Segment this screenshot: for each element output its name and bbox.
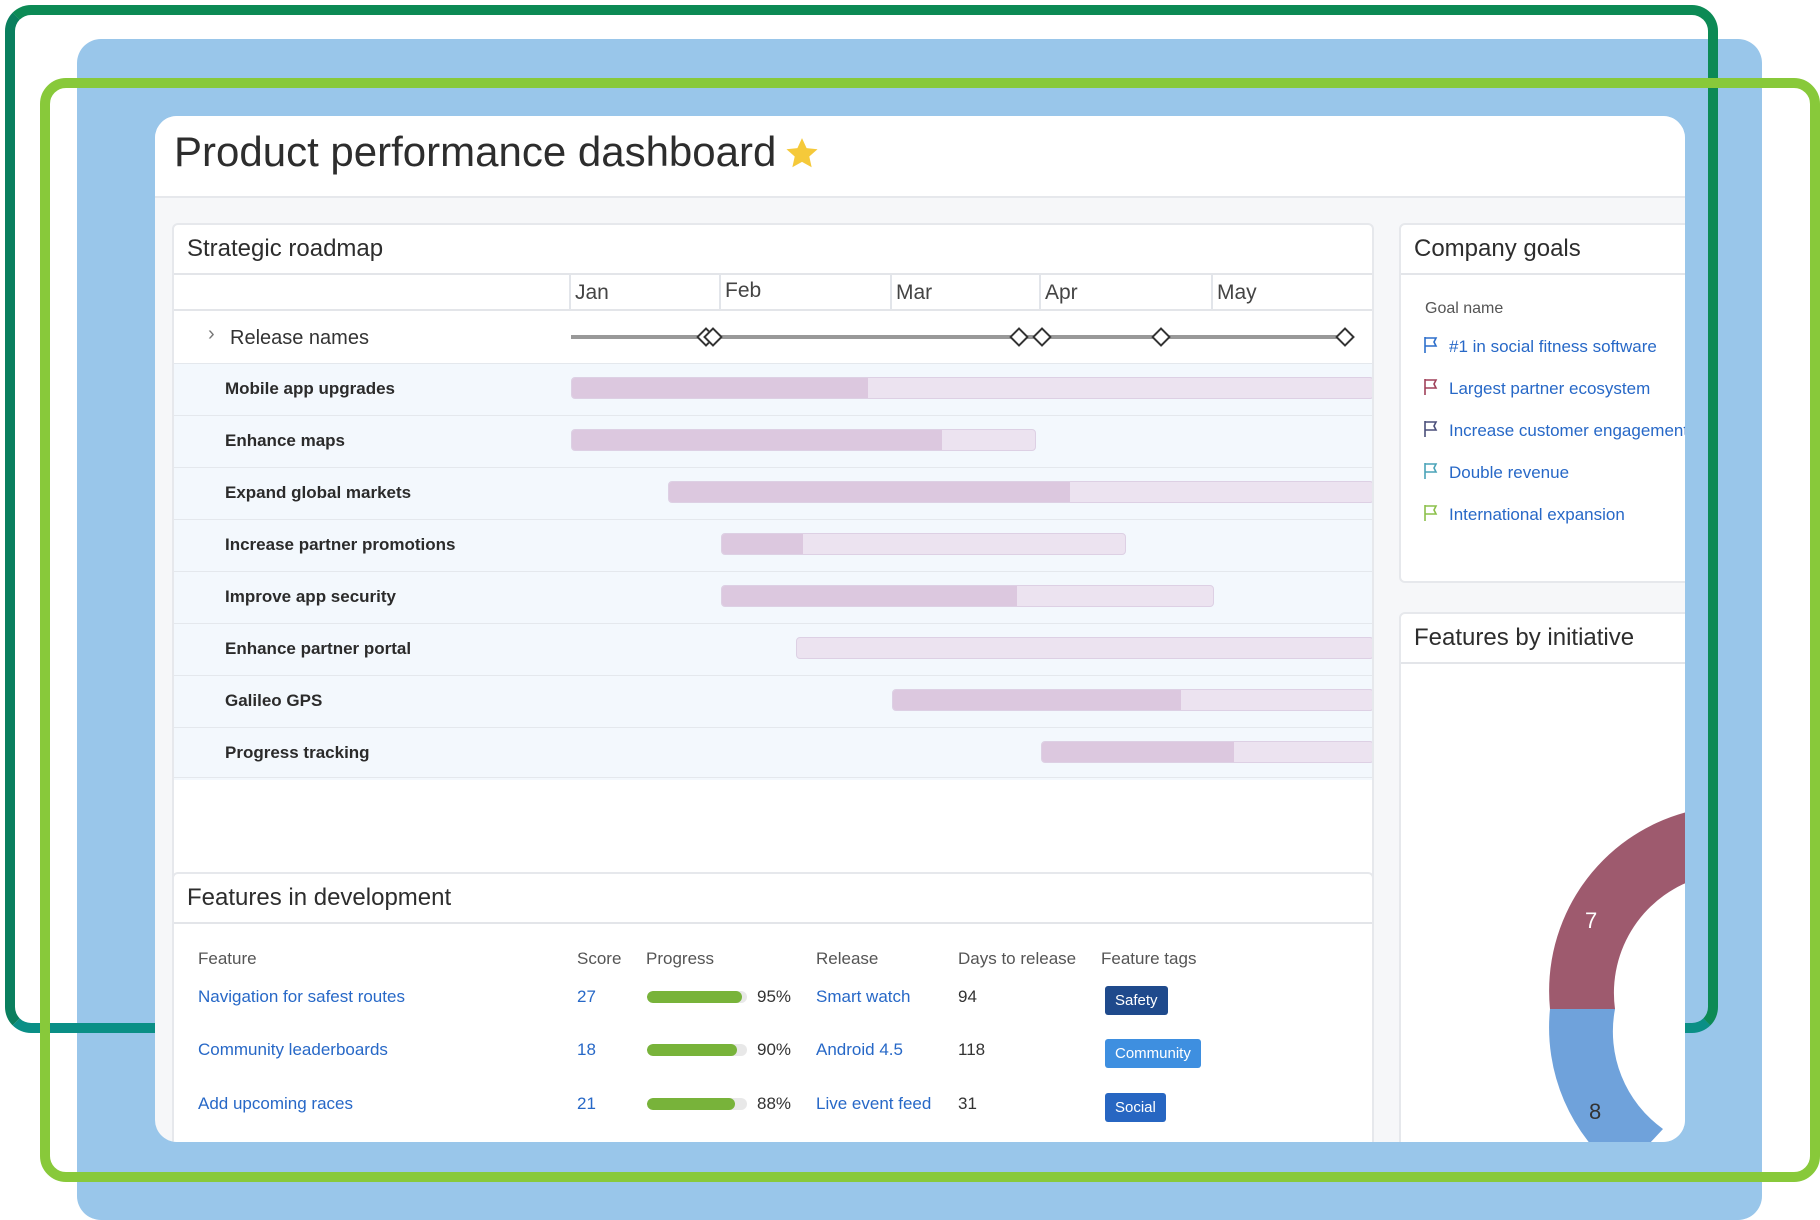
page-title: Product performance dashboard: [174, 128, 777, 175]
divider: [174, 777, 1372, 778]
column-header: Score: [577, 949, 622, 968]
goal-item[interactable]: #1 in social fitness software: [1423, 336, 1657, 357]
roadmap-title: Strategic roadmap: [187, 235, 384, 262]
segment-label: 8: [1589, 1099, 1601, 1124]
roadmap-rows: Mobile app upgrades Enhance maps Expand …: [174, 363, 1372, 780]
goal-label: Increase customer engagement: [1449, 421, 1685, 440]
column-header: Progress: [646, 949, 715, 968]
goal-item[interactable]: Increase customer engagement: [1423, 420, 1685, 441]
features-panel: Features in development Feature Score Pr…: [172, 872, 1374, 1142]
chevron-right-icon[interactable]: ›: [208, 323, 215, 345]
roadmap-row-label[interactable]: Enhance maps: [225, 431, 345, 450]
column-header: Goal name: [1425, 300, 1504, 317]
roadmap-bar[interactable]: [571, 429, 1036, 451]
feature-tag[interactable]: Safety: [1105, 986, 1168, 1015]
roadmap-row-label[interactable]: Increase partner promotions: [225, 535, 456, 554]
release-milestone[interactable]: [1032, 327, 1052, 347]
days-to-release: 118: [958, 1040, 986, 1059]
progress-value: 88%: [757, 1094, 792, 1113]
roadmap-row-label[interactable]: Progress tracking: [225, 743, 370, 762]
release-row[interactable]: › Release names: [174, 311, 1372, 363]
roadmap-bar[interactable]: [796, 637, 1372, 659]
goal-label: #1 in social fitness software: [1449, 337, 1657, 356]
progress-value: 95%: [757, 987, 792, 1006]
progress-bar: [647, 1044, 747, 1056]
roadmap-row-label[interactable]: Mobile app upgrades: [225, 379, 396, 398]
release-link[interactable]: Android 4.5: [816, 1040, 903, 1059]
goal-label: Double revenue: [1449, 463, 1570, 482]
flag-icon: [1424, 463, 1438, 479]
initiative-title: Features by initiative: [1414, 624, 1635, 651]
roadmap-row-label[interactable]: Enhance partner portal: [225, 639, 412, 658]
days-to-release: 31: [958, 1094, 977, 1113]
goals-title: Company goals: [1414, 235, 1581, 262]
flag-icon: [1424, 337, 1438, 353]
feature-link[interactable]: Navigation for safest routes: [198, 987, 405, 1006]
goal-label: International expansion: [1449, 505, 1625, 524]
progress-bar: [647, 991, 747, 1003]
favorite-star-icon[interactable]: [783, 135, 821, 173]
features-title: Features in development: [187, 884, 452, 911]
roadmap-panel: Strategic roadmap Jan Feb Mar Apr May › …: [172, 223, 1374, 960]
flag-icon: [1424, 379, 1438, 395]
decorative-frame-lime: [40, 78, 1820, 1182]
dashboard-card: Product performance dashboard Strategic …: [155, 116, 1685, 1142]
roadmap-row-label[interactable]: Galileo GPS: [225, 691, 323, 710]
release-milestone[interactable]: [1151, 327, 1171, 347]
feature-tag[interactable]: Social: [1105, 1093, 1166, 1122]
goal-label: Largest partner ecosystem: [1449, 379, 1651, 398]
flag-icon: [1424, 505, 1438, 521]
flag-icon: [1424, 421, 1438, 437]
goals-panel: Company goals Goal name #1 in social fit…: [1399, 223, 1685, 583]
goal-item[interactable]: Double revenue: [1423, 462, 1569, 483]
column-header: Release: [816, 949, 879, 968]
roadmap-bar[interactable]: [721, 585, 1214, 607]
column-header: Feature: [198, 949, 257, 968]
initiative-panel: Features by initiative 7 8: [1399, 612, 1685, 1142]
month-label: Apr: [1045, 281, 1078, 304]
month-label: May: [1217, 281, 1257, 304]
roadmap-row-label[interactable]: Expand global markets: [225, 483, 412, 502]
roadmap-bar[interactable]: [1041, 741, 1372, 763]
month-label: Jan: [575, 281, 609, 304]
feature-link[interactable]: Community leaderboards: [198, 1040, 388, 1059]
column-header: Feature tags: [1101, 949, 1197, 968]
days-to-release: 94: [958, 987, 977, 1006]
donut-segment[interactable]: [1549, 1009, 1663, 1142]
roadmap-bar[interactable]: [571, 377, 1372, 399]
initiative-donut-chart: 7 8: [1549, 812, 1685, 1142]
roadmap-bar[interactable]: [721, 533, 1126, 555]
score-link[interactable]: 21: [577, 1094, 596, 1113]
divider: [1401, 273, 1685, 275]
dashboard-header: Product performance dashboard: [155, 116, 1685, 198]
feature-tag[interactable]: Community: [1105, 1039, 1201, 1068]
month-label: Mar: [896, 281, 933, 304]
release-link[interactable]: Smart watch: [816, 987, 911, 1006]
roadmap-row-label[interactable]: Improve app security: [225, 587, 397, 606]
feature-link[interactable]: Add upcoming races: [198, 1094, 353, 1113]
score-link[interactable]: 18: [577, 1040, 596, 1059]
divider: [174, 922, 1372, 924]
donut-segment[interactable]: [1549, 812, 1685, 1009]
release-milestone[interactable]: [1335, 327, 1355, 347]
release-timeline-line: [571, 335, 1341, 339]
column-header: Days to release: [958, 949, 1077, 968]
goal-item[interactable]: Largest partner ecosystem: [1423, 378, 1650, 399]
month-label: Feb: [725, 279, 762, 302]
progress-bar: [647, 1098, 747, 1110]
roadmap-bar[interactable]: [892, 689, 1372, 711]
progress-value: 90%: [757, 1040, 792, 1059]
divider: [174, 273, 1372, 275]
score-link[interactable]: 27: [577, 987, 596, 1006]
divider: [1401, 662, 1685, 664]
segment-label: 7: [1585, 908, 1597, 933]
release-names-label: Release names: [230, 327, 369, 349]
roadmap-bar[interactable]: [668, 481, 1372, 503]
timeline-header: Jan Feb Mar Apr May: [174, 275, 1372, 311]
release-milestone[interactable]: [1009, 327, 1029, 347]
goal-item[interactable]: International expansion: [1423, 504, 1625, 525]
release-link[interactable]: Live event feed: [816, 1094, 932, 1113]
